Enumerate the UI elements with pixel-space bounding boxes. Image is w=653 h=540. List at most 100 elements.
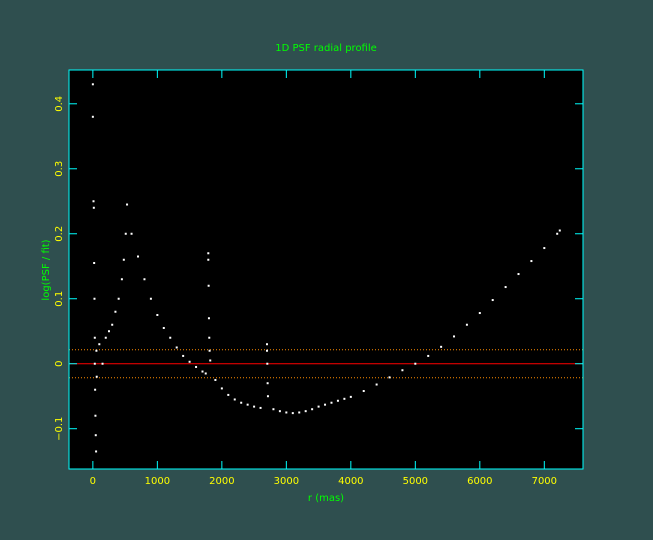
point [556,232,559,235]
point [336,399,339,402]
point [240,401,243,404]
point [126,203,129,206]
x-tick-label: 0 [90,476,96,487]
point [207,284,210,287]
point [349,395,352,398]
point [207,317,210,320]
point [122,258,125,261]
point [137,255,140,258]
point [427,354,430,357]
x-tick-label: 6000 [467,476,492,487]
point [162,326,165,329]
y-tick-label: 0.2 [54,226,65,242]
point [95,450,98,453]
point [156,313,159,316]
point [388,376,391,379]
point [253,405,256,408]
point [330,401,333,404]
y-tick-label: −0.1 [54,417,65,441]
point [188,360,191,363]
point [92,200,95,203]
point [517,273,520,276]
point [91,115,94,118]
point [453,335,456,338]
point [291,412,294,415]
point [117,297,120,300]
point [94,414,97,417]
x-axis-title: r (mas) [308,493,344,504]
point [375,383,378,386]
point [311,408,314,411]
plot-area [69,70,583,469]
point [401,369,404,372]
x-tick-label: 5000 [403,476,428,487]
point [272,408,275,411]
chart-title: 1D PSF radial profile [275,43,377,54]
point [298,411,301,414]
point [207,258,210,261]
point [93,336,96,339]
point [93,297,96,300]
point [259,406,262,409]
point [266,395,269,398]
y-tick-label: 0 [54,361,65,367]
point [214,378,217,381]
point [182,354,185,357]
x-tick-label: 4000 [338,476,363,487]
point [465,323,468,326]
point [233,398,236,401]
point [504,286,507,289]
point [414,362,417,365]
point [265,349,268,352]
point [478,312,481,315]
point [558,229,561,232]
point [209,359,212,362]
point [304,410,307,413]
point [265,343,268,346]
point [208,336,211,339]
point [440,345,443,348]
point [207,252,210,255]
point [149,297,152,300]
point [93,262,96,265]
point [208,349,211,352]
point [93,362,96,365]
x-tick-label: 3000 [274,476,299,487]
y-tick-label: 0.4 [54,96,65,112]
point [543,247,546,250]
point [111,323,114,326]
point [266,382,269,385]
point [343,397,346,400]
point [201,370,204,373]
point [104,336,107,339]
point [94,434,97,437]
point [143,278,146,281]
point [130,232,133,235]
point [101,362,104,365]
x-tick-label: 2000 [209,476,234,487]
point [204,372,207,375]
point [491,299,494,302]
point [120,278,123,281]
point [220,387,223,390]
point [227,393,230,396]
point [95,349,98,352]
point [114,310,117,313]
y-axis-title: log(PSF / fit) [41,239,52,300]
point [175,346,178,349]
x-tick-label: 1000 [145,476,170,487]
point [246,403,249,406]
point [124,232,127,235]
point [107,330,110,333]
point [95,375,98,378]
point [285,411,288,414]
point [278,410,281,413]
point [266,362,269,365]
point [324,403,327,406]
point [362,390,365,393]
point [317,405,320,408]
point [91,83,94,86]
plot-frame [68,69,584,470]
y-tick-label: 0.3 [54,161,65,177]
